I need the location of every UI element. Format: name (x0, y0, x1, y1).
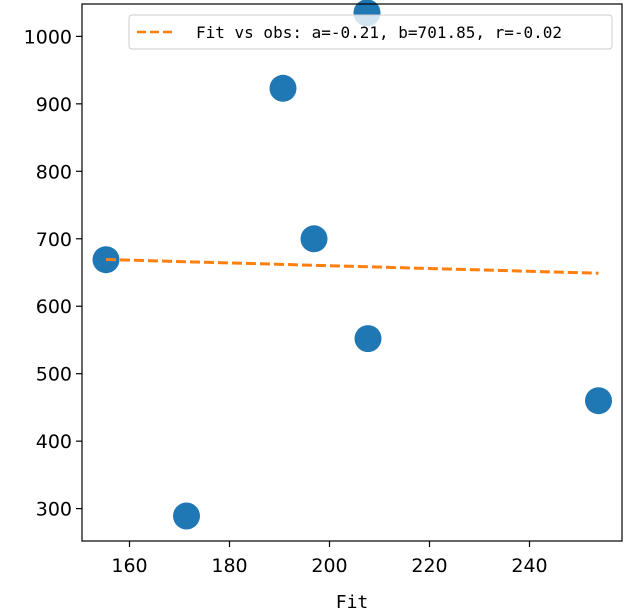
fit-line (105, 258, 599, 275)
scatter-point-1 (173, 502, 200, 530)
y-tick-label-600: 600 (36, 296, 72, 318)
x-tick-label-180: 180 (211, 555, 247, 577)
fit-line-layer (105, 258, 599, 275)
y-tick-label-700: 700 (36, 229, 72, 251)
scatter-point-3 (300, 225, 328, 253)
x-axis-label: Fit (336, 592, 369, 613)
y-tick-label-500: 500 (36, 364, 72, 386)
legend-box (128, 14, 613, 50)
x-tick-label-240: 240 (511, 555, 547, 577)
scatter-points (92, 0, 612, 530)
scatter-point-5 (354, 325, 382, 353)
x-axis-ticks: 160 180 200 220 240 (111, 541, 548, 577)
plot-frame (81, 3, 623, 542)
y-tick-label-400: 400 (36, 431, 72, 453)
y-axis-ticks: 300 400 500 600 700 800 900 1000 (24, 26, 82, 521)
y-tick-label-1000: 1000 (24, 26, 72, 48)
legend: Fit vs obs: a=-0.21, b=701.85, r=-0.02 (128, 14, 613, 50)
x-tick-label-220: 220 (411, 555, 447, 577)
y-tick-label-900: 900 (36, 94, 72, 116)
y-tick-label-300: 300 (36, 499, 72, 521)
scatter-point-2 (269, 74, 297, 102)
x-tick-label-160: 160 (111, 555, 147, 577)
scatter-point-6 (585, 387, 612, 415)
legend-label: Fit vs obs: a=-0.21, b=701.85, r=-0.02 (196, 23, 562, 42)
y-tick-label-800: 800 (36, 161, 72, 183)
x-tick-label-200: 200 (311, 555, 347, 577)
